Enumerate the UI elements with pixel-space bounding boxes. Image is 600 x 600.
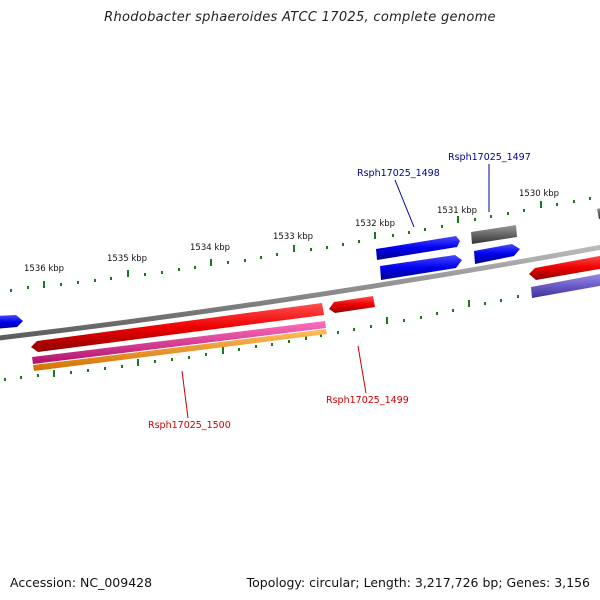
gene-labels: Rsph17025_1497 Rsph17025_1498 Rsph17025_… (148, 152, 531, 431)
gene-arrow[interactable] (0, 315, 23, 329)
gene-arrow[interactable] (529, 255, 600, 280)
kbp-label-1531: 1531 kbp (437, 206, 477, 216)
gene-arrow[interactable] (531, 273, 600, 298)
gene-arrow[interactable] (376, 236, 460, 260)
leader-line (357, 345, 367, 394)
leader-line (394, 179, 415, 228)
kbp-label-1534: 1534 kbp (190, 243, 230, 253)
gene-arrow[interactable] (471, 225, 517, 244)
gene-label-1499[interactable]: Rsph17025_1499 (326, 395, 409, 406)
gene-label-1498[interactable]: Rsph17025_1498 (357, 168, 440, 179)
accession-text: Accession: NC_009428 (10, 575, 153, 590)
outer-ruler (10, 197, 591, 292)
gene-arrow[interactable] (329, 296, 375, 313)
gene-arrow[interactable] (597, 207, 600, 219)
genome-stats-text: Topology: circular; Length: 3,217,726 bp… (246, 575, 590, 590)
label-leaders (181, 164, 490, 419)
genome-backbone (0, 244, 600, 341)
map-title: Rhodobacter sphaeroides ATCC 17025, comp… (104, 10, 496, 25)
gene-arrow[interactable] (380, 255, 462, 280)
kbp-labels: 1536 kbp 1535 kbp 1534 kbp 1533 kbp 1532… (24, 189, 559, 274)
kbp-label-1533: 1533 kbp (273, 232, 313, 242)
gene-arrow[interactable] (474, 244, 520, 264)
kbp-label-1535: 1535 kbp (107, 254, 147, 264)
gene-arrow[interactable] (31, 303, 324, 352)
gene-label-1500[interactable]: Rsph17025_1500 (148, 420, 231, 431)
leader-line (181, 370, 189, 419)
kbp-label-1532: 1532 kbp (355, 219, 395, 229)
gene-label-1497[interactable]: Rsph17025_1497 (448, 152, 531, 163)
forward-strand-genes (0, 207, 600, 329)
kbp-label-1530: 1530 kbp (519, 189, 559, 199)
kbp-label-1536: 1536 kbp (24, 264, 64, 274)
reverse-strand-genes (31, 255, 600, 371)
gene-arrow[interactable] (33, 329, 327, 371)
inner-ruler (4, 295, 519, 381)
gene-arrow[interactable] (32, 321, 326, 364)
